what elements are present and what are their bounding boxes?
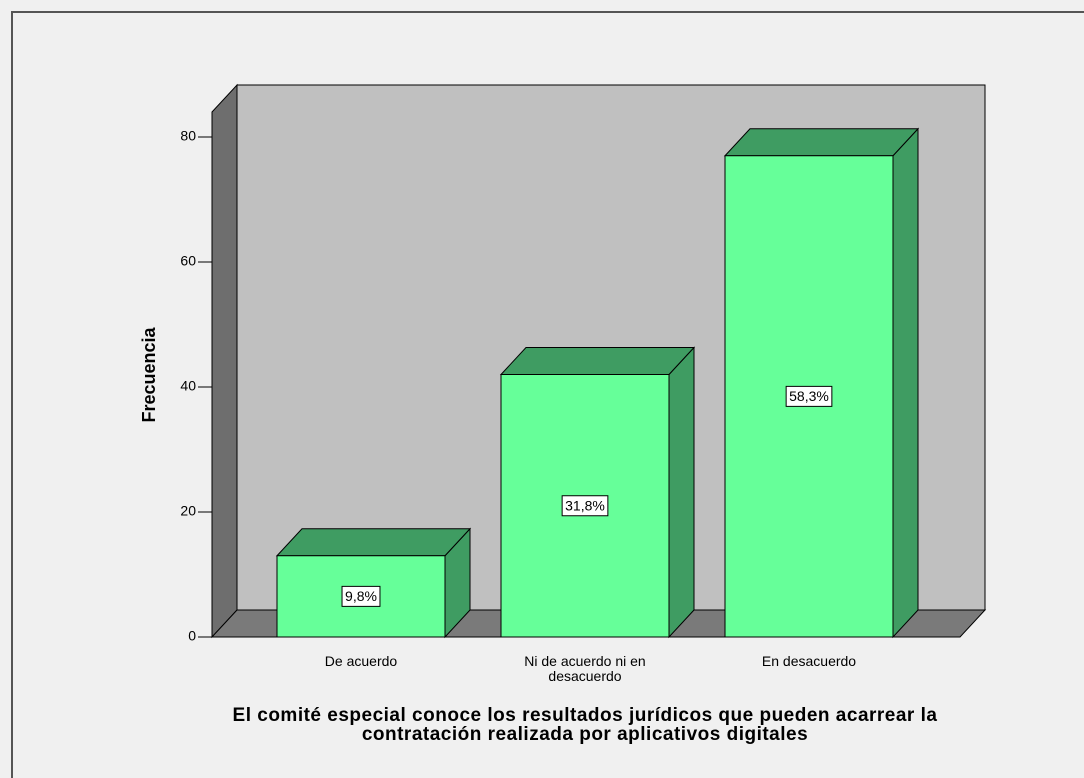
x-tick-label: De acuerdo bbox=[324, 653, 398, 669]
percentage-box bbox=[561, 495, 609, 517]
bar-side bbox=[892, 127, 919, 639]
x-tick-label: Ni de acuerdo ni en desacuerdo bbox=[524, 653, 646, 684]
bar-side bbox=[668, 346, 695, 639]
bar bbox=[275, 527, 472, 639]
percentage-box bbox=[785, 385, 833, 407]
bar-top bbox=[275, 528, 472, 557]
bar-top bbox=[499, 347, 696, 375]
left-wall bbox=[211, 83, 238, 639]
y-tick-label: 40 bbox=[180, 378, 196, 394]
y-tick-label: 80 bbox=[180, 128, 196, 144]
percentage-label: 58,3% bbox=[789, 388, 829, 404]
y-axis-label: Frecuencia bbox=[139, 326, 159, 422]
bar-top bbox=[723, 128, 920, 157]
y-tick-label: 20 bbox=[180, 503, 196, 519]
percentage-label: 31,8% bbox=[565, 497, 605, 513]
percentage-label: 9,8% bbox=[345, 588, 377, 604]
y-tick-label: 60 bbox=[180, 253, 196, 269]
bar bbox=[723, 127, 920, 639]
y-tick-label: 0 bbox=[188, 628, 196, 644]
bar bbox=[499, 346, 696, 639]
x-tick-label: En desacuerdo bbox=[761, 653, 857, 669]
x-axis-label: El comité especial conoce los resultados… bbox=[232, 705, 938, 745]
percentage-box bbox=[341, 585, 381, 607]
